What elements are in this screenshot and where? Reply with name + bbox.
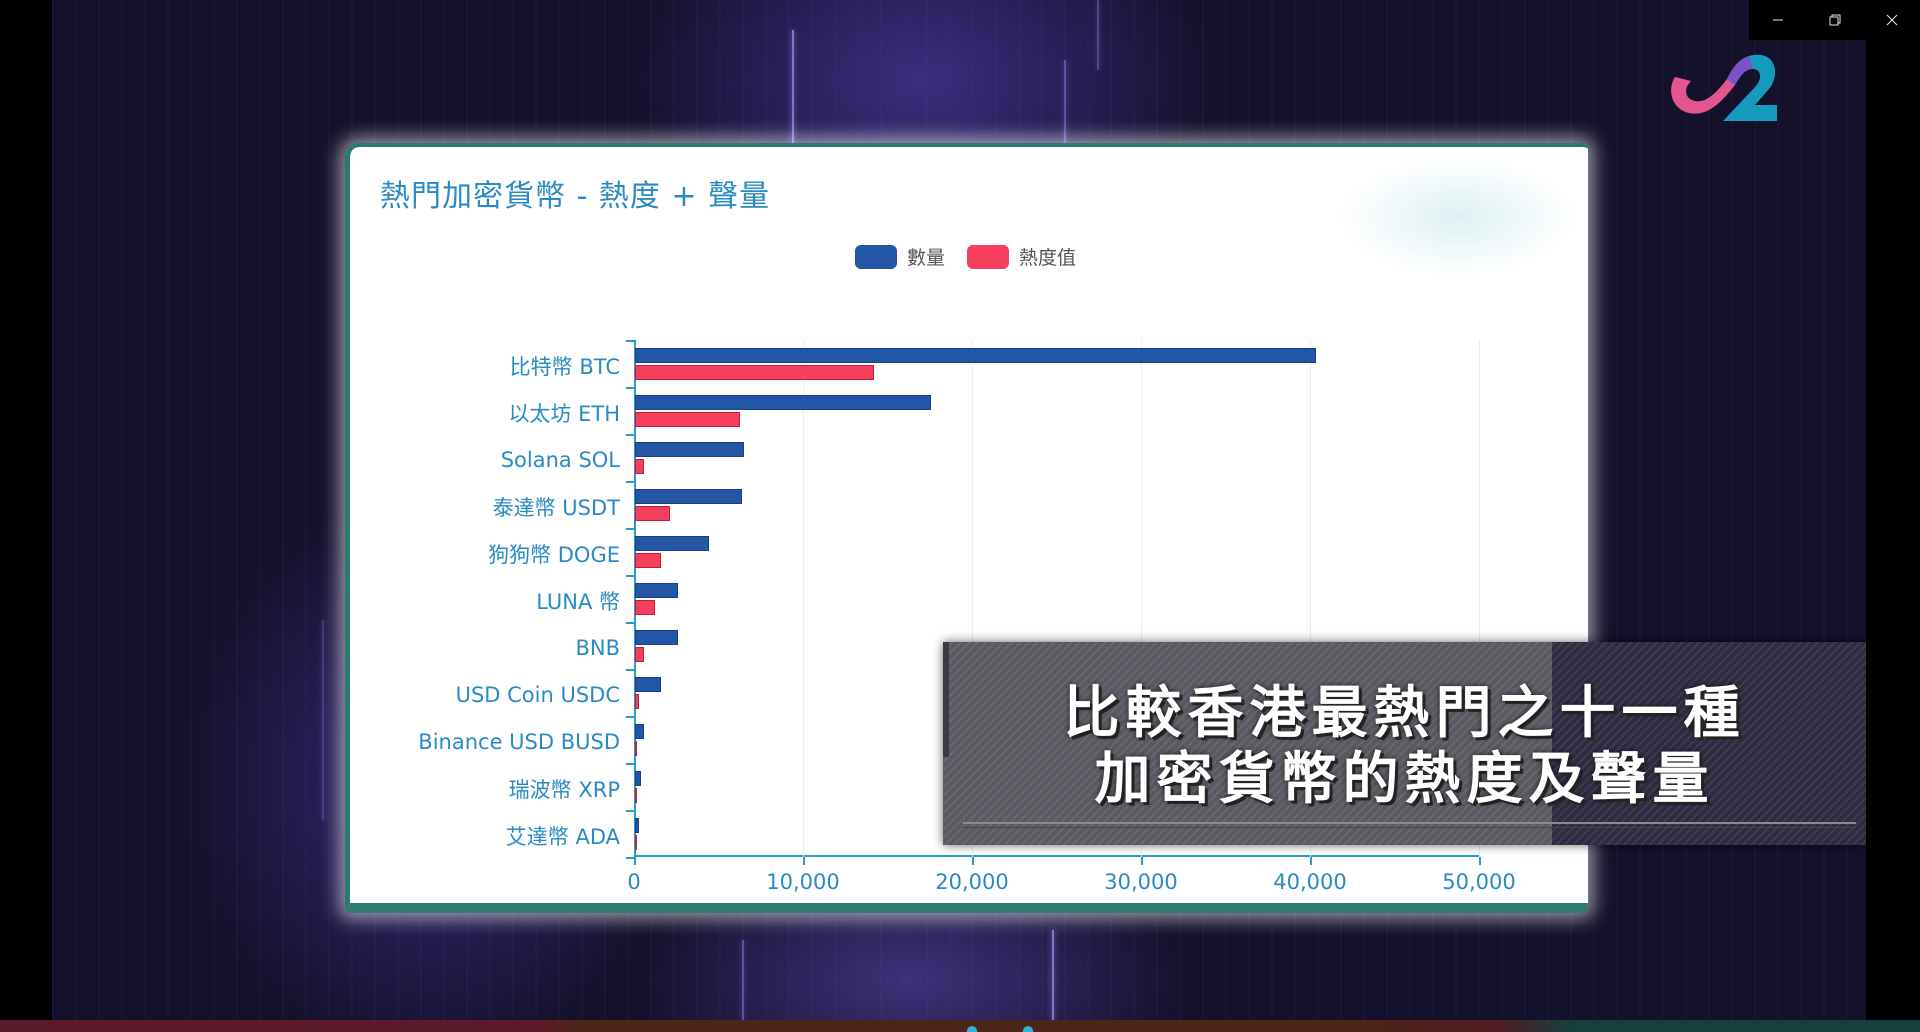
bar-quantity[interactable]	[635, 817, 640, 833]
bar-quantity[interactable]	[635, 676, 662, 692]
x-tick	[972, 857, 974, 865]
minimize-icon	[1772, 19, 1783, 21]
y-tick	[626, 528, 634, 530]
y-tick	[626, 622, 634, 624]
bar-quantity[interactable]	[635, 629, 678, 645]
x-tick	[1141, 857, 1143, 865]
y-tick	[626, 387, 634, 389]
category-label: Solana SOL	[500, 447, 620, 472]
caption-line-2: 加密貨幣的熱度及聲量	[1094, 747, 1715, 812]
category-label: LUNA 幣	[536, 589, 620, 614]
light-streak	[1064, 60, 1066, 150]
caption-overlay: 比較香港最熱門之十一種 加密貨幣的熱度及聲量	[943, 642, 1866, 845]
y-tick	[626, 857, 634, 859]
bar-quantity[interactable]	[635, 582, 678, 598]
x-tick	[1310, 857, 1312, 865]
window-controls	[1749, 0, 1920, 40]
bar-heat[interactable]	[635, 787, 637, 803]
channel-logo-icon	[1671, 54, 1777, 121]
y-tick	[626, 340, 634, 342]
light-streak	[322, 620, 324, 820]
light-streak	[1052, 930, 1054, 1020]
light-streak	[742, 940, 744, 1020]
progress-dot[interactable]	[1023, 1026, 1033, 1032]
category-label: 以太坊 ETH	[508, 401, 620, 426]
grid-line	[1479, 340, 1480, 857]
y-tick	[626, 575, 634, 577]
bar-quantity[interactable]	[635, 441, 744, 457]
x-tick-label: 20,000	[935, 870, 1009, 894]
x-tick-label: 10,000	[766, 870, 840, 894]
category-label: 瑞波幣 XRP	[508, 777, 620, 802]
category-label: 泰達幣 USDT	[492, 495, 620, 520]
category-label: BNB	[575, 635, 620, 660]
y-axis	[634, 340, 636, 857]
bar-quantity[interactable]	[635, 723, 644, 739]
bar-heat[interactable]	[635, 505, 670, 521]
legend-label: 數量	[907, 247, 946, 269]
bar-heat[interactable]	[635, 740, 637, 756]
bar-quantity[interactable]	[635, 770, 641, 786]
grid-line	[1141, 340, 1142, 857]
bar-heat[interactable]	[635, 364, 874, 380]
light-streak	[1097, 0, 1099, 70]
legend-swatch-heat	[967, 244, 1010, 269]
category-label: Binance USD BUSD	[418, 729, 620, 754]
y-tick	[626, 810, 634, 812]
bar-heat[interactable]	[635, 458, 644, 474]
category-label: 艾達幣 ADA	[505, 824, 620, 849]
x-tick	[634, 857, 636, 865]
x-axis	[634, 855, 1479, 857]
bar-quantity[interactable]	[635, 394, 931, 410]
legend-item-heat[interactable]: 熱度值	[967, 243, 1076, 270]
restore-icon	[1829, 14, 1840, 26]
light-streak	[792, 30, 794, 150]
plot-area: 0 10,000 20,000 30,000 40,000 50,000 比特幣 BTC 以太…	[418, 340, 1516, 894]
progress-dot[interactable]	[967, 1026, 977, 1032]
grid-line	[972, 340, 973, 857]
bar-heat[interactable]	[635, 599, 655, 615]
bar-heat[interactable]	[635, 552, 662, 568]
x-tick-label: 40,000	[1273, 870, 1347, 894]
x-tick-label: 0	[627, 870, 641, 894]
y-tick	[626, 763, 634, 765]
y-tick	[626, 669, 634, 671]
restore-button[interactable]	[1815, 0, 1855, 40]
x-tick	[803, 857, 805, 865]
close-icon	[1886, 14, 1897, 26]
x-tick	[1479, 857, 1481, 865]
bar-heat[interactable]	[635, 646, 644, 662]
legend-item-quantity[interactable]: 數量	[855, 243, 945, 270]
y-tick	[626, 481, 634, 483]
caption-decor-track	[963, 822, 1856, 828]
card-glare	[1338, 157, 1578, 277]
category-label: 比特幣 BTC	[509, 354, 620, 379]
minimize-button[interactable]	[1758, 0, 1798, 40]
grid-line	[803, 340, 804, 857]
close-button[interactable]	[1872, 0, 1912, 40]
legend-label: 熱度值	[1019, 247, 1077, 269]
caption-accent-bar	[943, 642, 949, 757]
bar-heat[interactable]	[635, 411, 740, 427]
category-label: 狗狗幣 DOGE	[488, 542, 620, 567]
x-tick-label: 50,000	[1442, 870, 1516, 894]
bottom-strip	[0, 1020, 1920, 1032]
y-tick	[626, 716, 634, 718]
chart-title: 熱門加密貨幣 - 熱度 + 聲量	[380, 179, 771, 214]
bar-heat[interactable]	[635, 834, 637, 850]
bar-quantity[interactable]	[635, 347, 1317, 363]
caption-line-1: 比較香港最熱門之十一種	[1063, 681, 1746, 746]
grid-line	[1310, 340, 1311, 857]
bar-quantity[interactable]	[635, 488, 742, 504]
chart-legend: 數量 熱度值	[855, 243, 1086, 270]
bar-heat[interactable]	[635, 693, 640, 709]
category-label: USD Coin USDC	[455, 682, 620, 707]
legend-swatch-quantity	[855, 244, 897, 269]
x-tick-label: 30,000	[1104, 870, 1178, 894]
y-tick	[626, 434, 634, 436]
bar-quantity[interactable]	[635, 535, 710, 551]
